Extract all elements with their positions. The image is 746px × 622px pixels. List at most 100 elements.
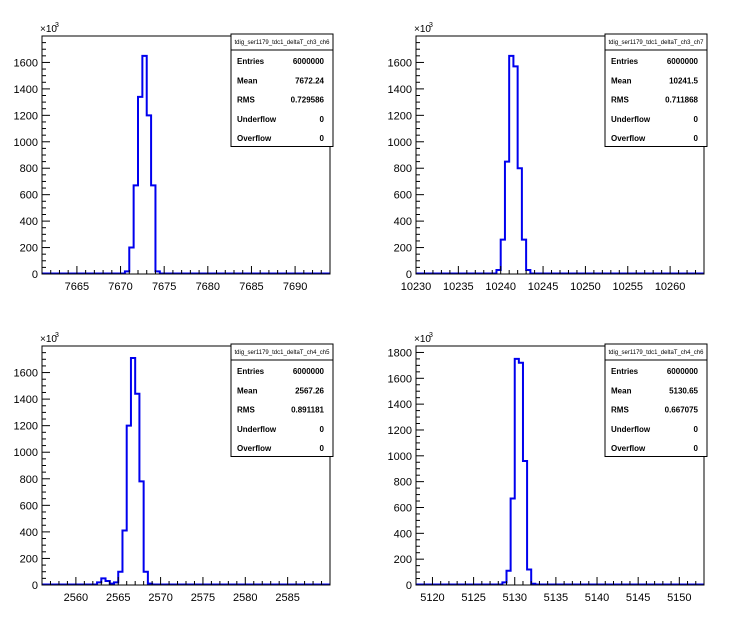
y-axis-multiplier: ×10 (40, 334, 57, 345)
histogram-pad-4: 5120 5125 5130 5135 5140 5145 5150 0 200 400 600 80… (388, 332, 708, 604)
stats-title: tdig_ser1179_tdc1_deltaT_ch3_ch7 (609, 40, 705, 46)
y-tick-label: 200 (20, 553, 38, 565)
stats-box: tdig_ser1179_tdc1_deltaT_ch4_ch6 Entries 6… (604, 343, 708, 457)
stats-value: 0 (320, 115, 325, 124)
y-tick-label: 800 (394, 163, 412, 175)
y-tick-label: 600 (20, 190, 38, 202)
y-tick-label: 1000 (14, 447, 38, 459)
y-tick-label: 200 (20, 243, 38, 255)
x-tick-label: 10255 (612, 281, 643, 293)
y-tick-label: 1000 (14, 137, 38, 149)
y-axis-multiplier: ×10 (414, 24, 431, 35)
x-tick-label: 7680 (196, 281, 220, 293)
y-tick-label: 1400 (14, 394, 38, 406)
x-tick-label: 5135 (544, 592, 568, 604)
stats-box: tdig_ser1179_tdc1_deltaT_ch3_ch6 Entries 6… (230, 33, 334, 147)
x-tick-label: 2560 (64, 592, 88, 604)
plot-frame (415, 345, 705, 586)
y-axis-multiplier-exponent: 3 (55, 332, 59, 339)
y-tick-label: 600 (394, 190, 412, 202)
y-tick-label: 1600 (388, 57, 412, 69)
stats-box-frame (230, 343, 334, 457)
stats-label: Overflow (237, 134, 272, 143)
stats-label: Entries (237, 367, 265, 376)
x-tick-label: 5140 (585, 592, 609, 604)
y-tick-label: 400 (394, 216, 412, 228)
stats-label: Mean (611, 76, 632, 85)
y-tick-label: 1600 (14, 57, 38, 69)
stats-value: 0 (694, 444, 699, 453)
x-tick-label: 10245 (528, 281, 559, 293)
histogram-pad-2: 10230 10235 10240 10245 10250 10255 10260 0 200 4… (388, 22, 708, 293)
x-tick-label: 5125 (461, 592, 485, 604)
stats-value: 0 (694, 134, 699, 143)
y-tick-label: 1400 (388, 399, 412, 411)
stats-value: 0 (694, 425, 699, 434)
stats-value: 0 (320, 134, 325, 143)
y-tick-label: 600 (20, 500, 38, 512)
y-tick-label: 1200 (388, 110, 412, 122)
x-tick-label: 5150 (667, 592, 691, 604)
y-tick-label: 0 (406, 580, 412, 592)
x-tick-label: 2580 (233, 592, 257, 604)
histogram-line (42, 54, 330, 275)
stats-label: Mean (237, 386, 258, 395)
stats-box: tdig_ser1179_tdc1_deltaT_ch4_ch5 Entries 6… (230, 343, 334, 457)
y-tick-label: 1000 (388, 451, 412, 463)
stats-value: 0 (320, 425, 325, 434)
y-tick-label: 1200 (14, 421, 38, 433)
y-tick-label: 1400 (388, 84, 412, 96)
stats-label: Overflow (611, 444, 646, 453)
stats-label: Mean (611, 386, 632, 395)
stats-value: 0 (320, 444, 325, 453)
stats-label: RMS (237, 406, 255, 415)
x-tick-label: 10230 (401, 281, 432, 293)
stats-value: 0.891181 (291, 406, 324, 415)
stats-value: 6000000 (293, 367, 325, 376)
stats-label: RMS (611, 96, 629, 105)
y-tick-label: 0 (406, 269, 412, 281)
y-tick-label: 1600 (14, 368, 38, 380)
y-tick-label: 1000 (388, 137, 412, 149)
y-tick-label: 200 (394, 554, 412, 566)
y-tick-label: 1800 (388, 347, 412, 359)
y-axis-multiplier: ×10 (40, 24, 57, 35)
stats-label: RMS (611, 406, 629, 415)
stats-value: 0.667075 (665, 406, 699, 415)
stats-label: Underflow (611, 115, 651, 124)
stats-box-frame (230, 33, 334, 147)
y-axis-multiplier: ×10 (414, 334, 431, 345)
histogram-pad-1: 7665 7670 7675 7680 7685 7690 0 200 400 600 800 100… (14, 22, 334, 293)
x-tick-label: 7665 (65, 281, 89, 293)
y-tick-label: 400 (20, 216, 38, 228)
stats-label: Entries (611, 57, 639, 66)
stats-label: Underflow (611, 425, 651, 434)
y-tick-label: 0 (32, 269, 38, 281)
y-axis-multiplier-exponent: 3 (429, 22, 433, 29)
x-tick-label: 10240 (485, 281, 516, 293)
y-axis-multiplier-exponent: 3 (429, 332, 433, 339)
x-tick-label: 7675 (152, 281, 176, 293)
y-tick-label: 0 (32, 580, 38, 592)
x-tick-label: 7685 (239, 281, 263, 293)
stats-value: 6000000 (667, 57, 699, 66)
y-tick-label: 1400 (14, 84, 38, 96)
y-tick-label: 1600 (388, 373, 412, 385)
x-tick-label: 5145 (626, 592, 650, 604)
y-tick-label: 400 (20, 527, 38, 539)
y-tick-label: 800 (394, 477, 412, 489)
stats-label: Overflow (237, 444, 272, 453)
x-tick-label: 7690 (283, 281, 307, 293)
y-tick-label: 800 (20, 474, 38, 486)
stats-value: 10241.5 (669, 76, 698, 85)
stats-value: 7672.24 (295, 76, 324, 85)
stats-label: Entries (237, 57, 265, 66)
stats-label: Entries (611, 367, 639, 376)
y-tick-label: 1200 (14, 110, 38, 122)
x-tick-label: 5130 (503, 592, 527, 604)
stats-value: 0.711868 (665, 96, 698, 105)
x-tick-label: 2570 (148, 592, 172, 604)
x-tick-label: 2585 (275, 592, 299, 604)
stats-box-frame (604, 33, 708, 147)
